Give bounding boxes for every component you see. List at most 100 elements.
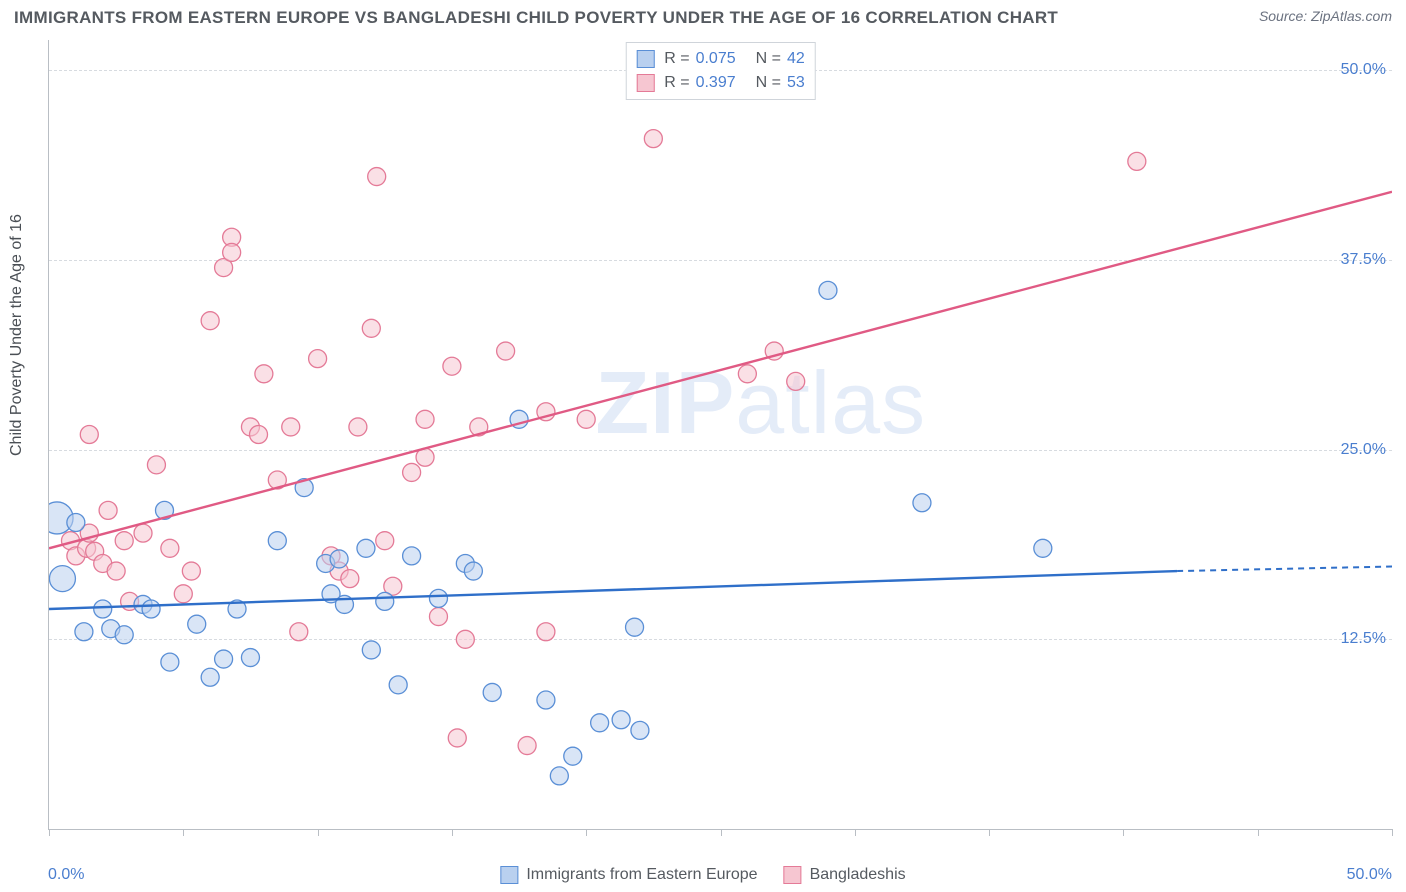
pink-point [376, 532, 394, 550]
pink-point [448, 729, 466, 747]
swatch-pink-icon [784, 866, 802, 884]
pink-point [223, 243, 241, 261]
trend-line-blue [49, 571, 1177, 609]
blue-point [75, 623, 93, 641]
blue-point [429, 589, 447, 607]
pink-point [577, 410, 595, 428]
swatch-blue-icon [500, 866, 518, 884]
x-tick [452, 829, 453, 836]
stats-row-pink: R = 0.397 N = 53 [636, 71, 805, 95]
blue-point [631, 721, 649, 739]
pink-point [644, 130, 662, 148]
blue-point [389, 676, 407, 694]
pink-point [362, 319, 380, 337]
chart-header: IMMIGRANTS FROM EASTERN EUROPE VS BANGLA… [0, 0, 1406, 32]
blue-point [49, 566, 75, 592]
pink-point [368, 168, 386, 186]
blue-point [537, 691, 555, 709]
blue-point [268, 532, 286, 550]
blue-point [591, 714, 609, 732]
pink-point [80, 426, 98, 444]
pink-point [787, 372, 805, 390]
x-tick [855, 829, 856, 836]
pink-point [341, 570, 359, 588]
swatch-pink-icon [636, 74, 654, 92]
blue-point [913, 494, 931, 512]
x-axis-max-label: 50.0% [1347, 866, 1392, 884]
x-tick [1392, 829, 1393, 836]
x-tick [1123, 829, 1124, 836]
x-tick [586, 829, 587, 836]
pink-point [443, 357, 461, 375]
blue-point [188, 615, 206, 633]
blue-point [215, 650, 233, 668]
pink-point [1128, 152, 1146, 170]
blue-point [241, 649, 259, 667]
x-tick [989, 829, 990, 836]
y-axis-label: Child Poverty Under the Age of 16 [8, 214, 26, 456]
pink-point [107, 562, 125, 580]
x-tick [49, 829, 50, 836]
blue-point [330, 550, 348, 568]
pink-point [738, 365, 756, 383]
pink-point [416, 410, 434, 428]
blue-point [161, 653, 179, 671]
blue-point [403, 547, 421, 565]
blue-point [564, 747, 582, 765]
blue-point [819, 281, 837, 299]
plot-region: ZIPatlas R = 0.075 N = 42 R = 0.397 N = … [48, 40, 1392, 830]
blue-point [483, 683, 501, 701]
trend-line-pink [49, 192, 1392, 549]
legend-item-pink: Bangladeshis [784, 866, 906, 884]
pink-point [282, 418, 300, 436]
pink-point [182, 562, 200, 580]
legend-label-pink: Bangladeshis [810, 866, 906, 884]
x-tick [318, 829, 319, 836]
x-tick [1258, 829, 1259, 836]
swatch-blue-icon [636, 50, 654, 68]
pink-point [161, 539, 179, 557]
pink-point [115, 532, 133, 550]
plot-svg [49, 40, 1392, 829]
pink-point [201, 312, 219, 330]
pink-point [174, 585, 192, 603]
pink-point [429, 608, 447, 626]
blue-point [550, 767, 568, 785]
pink-point [309, 350, 327, 368]
source-attribution: Source: ZipAtlas.com [1259, 8, 1392, 24]
blue-point [464, 562, 482, 580]
chart-title: IMMIGRANTS FROM EASTERN EUROPE VS BANGLA… [14, 8, 1058, 28]
blue-point [201, 668, 219, 686]
pink-point [147, 456, 165, 474]
legend-item-blue: Immigrants from Eastern Europe [500, 866, 757, 884]
pink-point [349, 418, 367, 436]
pink-point [250, 426, 268, 444]
pink-point [290, 623, 308, 641]
blue-point [376, 592, 394, 610]
pink-point [99, 501, 117, 519]
legend-label-blue: Immigrants from Eastern Europe [526, 866, 757, 884]
x-tick [721, 829, 722, 836]
blue-point [142, 600, 160, 618]
x-tick [183, 829, 184, 836]
blue-point [115, 626, 133, 644]
blue-point [612, 711, 630, 729]
blue-point [67, 514, 85, 532]
pink-point [518, 737, 536, 755]
x-axis-min-label: 0.0% [48, 866, 84, 884]
pink-point [497, 342, 515, 360]
pink-point [537, 623, 555, 641]
blue-point [626, 618, 644, 636]
blue-point [362, 641, 380, 659]
stats-legend: R = 0.075 N = 42 R = 0.397 N = 53 [625, 42, 816, 100]
chart-area: Child Poverty Under the Age of 16 ZIPatl… [0, 36, 1406, 892]
stats-row-blue: R = 0.075 N = 42 [636, 47, 805, 71]
blue-point [357, 539, 375, 557]
pink-point [403, 463, 421, 481]
blue-point [1034, 539, 1052, 557]
pink-point [255, 365, 273, 383]
blue-point [94, 600, 112, 618]
trend-line-blue-extrapolated [1177, 567, 1392, 572]
series-legend: Immigrants from Eastern Europe Banglades… [500, 866, 905, 884]
pink-point [456, 630, 474, 648]
